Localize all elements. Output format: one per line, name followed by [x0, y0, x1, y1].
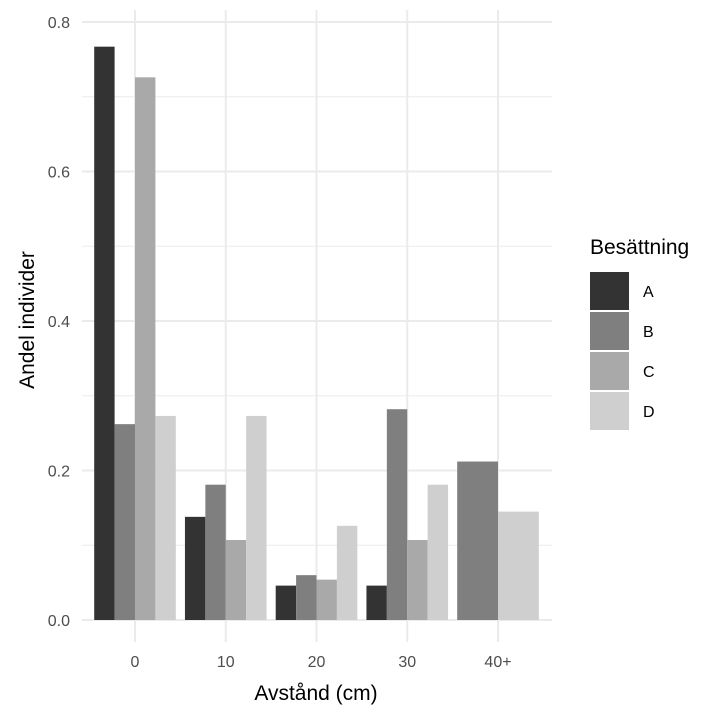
bar-D-40+ — [498, 511, 539, 620]
x-axis-title: Avstånd (cm) — [254, 682, 377, 705]
legend-swatch-C — [590, 352, 629, 390]
bar-B-10 — [205, 484, 226, 620]
legend-label-D: D — [643, 404, 655, 421]
x-tick-label: 10 — [217, 654, 235, 671]
bar-B-20 — [296, 575, 317, 620]
bars — [94, 46, 539, 621]
bar-A-0 — [94, 46, 115, 621]
legend-swatch-A — [590, 272, 629, 310]
y-tick-label: 0.6 — [48, 165, 70, 182]
x-tick-label: 40+ — [484, 654, 511, 671]
bar-D-20 — [336, 525, 358, 620]
y-axis: 0.0 0.2 0.4 0.6 0.8 — [48, 15, 70, 630]
bar-B-30 — [386, 409, 408, 620]
y-tick-label: 0.0 — [48, 613, 70, 630]
bar-D-30 — [427, 484, 449, 620]
y-tick-label: 0.4 — [48, 314, 70, 331]
x-tick-label: 20 — [308, 654, 326, 671]
bar-C-20 — [316, 579, 337, 620]
x-tick-label: 0 — [131, 654, 140, 671]
x-tick-label: 30 — [398, 654, 416, 671]
legend: Besättning A B C D — [590, 236, 689, 430]
bar-A-10 — [184, 516, 206, 620]
y-axis-title: Andel individer — [16, 251, 39, 389]
bar-A-20 — [275, 585, 297, 620]
legend-title: Besättning — [590, 236, 689, 259]
x-axis: 0 10 20 30 40+ — [131, 654, 512, 671]
bar-D-10 — [246, 415, 267, 620]
legend-label-B: B — [643, 324, 654, 341]
bar-C-10 — [225, 540, 247, 620]
bar-B-40+ — [457, 461, 498, 620]
legend-label-A: A — [643, 284, 654, 301]
bar-C-0 — [135, 77, 156, 620]
legend-swatch-D — [590, 392, 629, 430]
y-tick-label: 0.2 — [48, 464, 70, 481]
legend-swatch-B — [590, 312, 629, 350]
bar-B-0 — [114, 424, 135, 620]
bar-A-30 — [366, 585, 387, 620]
bar-C-30 — [407, 540, 428, 620]
y-tick-label: 0.8 — [48, 15, 70, 32]
legend-label-C: C — [643, 364, 655, 381]
bar-D-0 — [155, 415, 176, 620]
